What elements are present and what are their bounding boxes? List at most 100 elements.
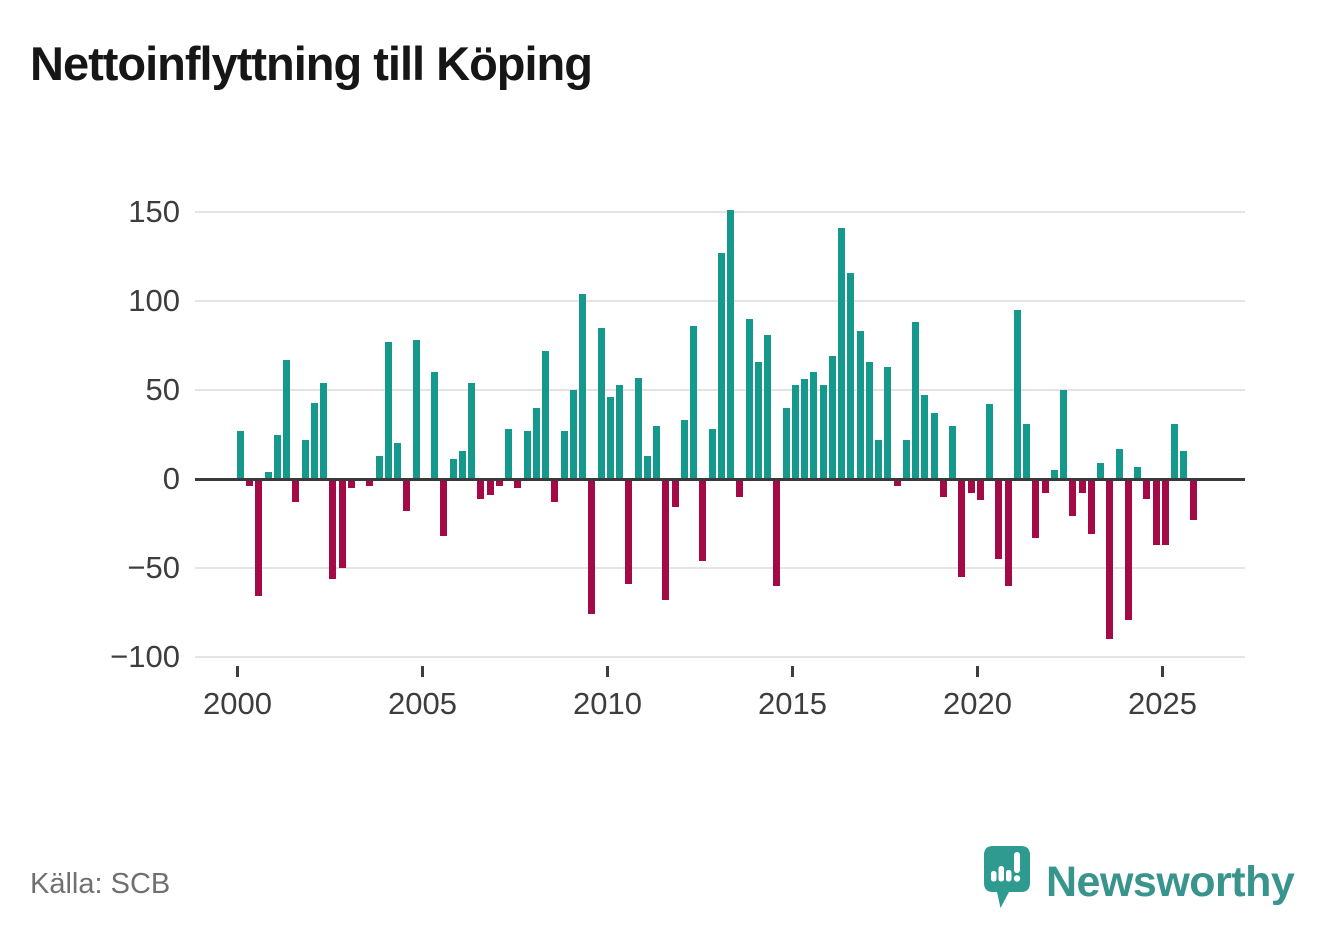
bar-2019-q4: [967, 479, 975, 494]
bar-2021-q1: [1013, 310, 1021, 479]
bar-2016-q2: [838, 228, 846, 479]
bar-2017-q4: [893, 479, 901, 487]
bar-2001-q4: [301, 439, 309, 479]
bar-2002-q2: [320, 382, 328, 479]
bar-2010-q1: [606, 397, 614, 479]
bar-2021-q2: [1023, 423, 1031, 479]
y-axis-label: −100: [110, 638, 180, 674]
bar-2013-q4: [745, 318, 753, 479]
bar-2012-q2: [690, 326, 698, 479]
bar-2011-q4: [671, 479, 679, 508]
bar-2020-q3: [995, 479, 1003, 560]
bar-2012-q4: [708, 429, 716, 479]
bar-2009-q3: [588, 479, 596, 615]
x-axis-tick-2000: [236, 666, 239, 677]
bar-2000-q2: [246, 479, 254, 487]
x-axis-tick-2025: [1161, 666, 1164, 677]
bar-2021-q4: [1041, 479, 1049, 494]
bar-2024-q1: [1124, 479, 1132, 620]
bar-2015-q1: [791, 384, 799, 479]
bar-2022-q3: [1069, 479, 1077, 517]
newsworthy-bubble-icon: [984, 846, 1030, 908]
x-axis-zero-line: [195, 477, 1245, 481]
bar-2024-q3: [1143, 479, 1151, 499]
bar-2016-q1: [828, 356, 836, 479]
bar-2015-q3: [810, 372, 818, 479]
bar-2008-q4: [560, 430, 568, 479]
bar-2007-q4: [523, 430, 531, 479]
bar-2022-q4: [1078, 479, 1086, 494]
bar-2016-q4: [856, 331, 864, 479]
bar-2023-q3: [1106, 479, 1114, 640]
bar-2010-q2: [616, 384, 624, 479]
bar-2011-q3: [662, 479, 670, 600]
bar-2000-q4: [264, 471, 272, 479]
source-label: Källa: SCB: [30, 868, 171, 900]
bar-2025-q4: [1189, 479, 1197, 520]
bar-2015-q2: [801, 379, 809, 479]
bar-2004-q2: [394, 443, 402, 479]
bar-2020-q2: [986, 404, 994, 479]
bar-2013-q3: [736, 479, 744, 497]
bar-2012-q3: [699, 479, 707, 561]
bar-2005-q4: [449, 459, 457, 479]
bar-2014-q3: [773, 479, 781, 586]
bar-2017-q2: [875, 439, 883, 479]
bar-2012-q1: [680, 420, 688, 479]
bar-2011-q1: [643, 455, 651, 479]
bar-2015-q4: [819, 384, 827, 479]
bar-2007-q2: [505, 429, 513, 479]
bar-2025-q3: [1180, 450, 1188, 479]
bar-2022-q1: [1050, 470, 1058, 479]
bar-2002-q3: [329, 479, 337, 579]
bar-2009-q1: [569, 390, 577, 479]
bar-2002-q1: [310, 402, 318, 479]
x-axis-tick-2015: [791, 666, 794, 677]
bar-2005-q2: [431, 372, 439, 479]
bar-2000-q1: [236, 430, 244, 479]
y-axis-label: 0: [162, 461, 180, 496]
bar-2013-q2: [727, 210, 735, 479]
newsworthy-logo: Newsworthy: [982, 844, 1295, 920]
newsworthy-wordmark: Newsworthy: [1046, 857, 1295, 906]
x-axis-label: 2025: [1128, 686, 1197, 721]
bar-2002-q4: [338, 479, 346, 568]
bar-2022-q2: [1060, 390, 1068, 479]
bar-2001-q1: [273, 434, 281, 479]
bar-2025-q2: [1171, 423, 1179, 479]
bar-2025-q1: [1161, 479, 1169, 545]
y-axis-label: 50: [145, 372, 180, 408]
x-axis-tick-2020: [976, 666, 979, 677]
x-axis-label: 2005: [388, 686, 457, 721]
gridline-150: [195, 211, 1245, 214]
bar-2006-q2: [468, 382, 476, 479]
bar-2014-q4: [782, 407, 790, 479]
bar-2024-q2: [1134, 466, 1142, 479]
x-axis-label: 2010: [573, 686, 642, 721]
bar-2011-q2: [653, 425, 661, 479]
bar-2006-q4: [486, 479, 494, 495]
bar-2008-q3: [551, 479, 559, 503]
bar-2016-q3: [847, 272, 855, 479]
x-axis-label: 2000: [203, 686, 272, 721]
bar-2023-q2: [1097, 462, 1105, 479]
bar-2005-q3: [440, 479, 448, 536]
x-axis-tick-2005: [421, 666, 424, 677]
bar-2010-q3: [625, 479, 633, 584]
x-axis-tick-2010: [606, 666, 609, 677]
bar-2003-q3: [366, 479, 374, 487]
bar-2014-q2: [764, 334, 772, 479]
y-axis-label: 100: [128, 283, 180, 319]
bar-2006-q3: [477, 479, 485, 499]
bar-2021-q3: [1032, 479, 1040, 538]
x-axis-label: 2015: [758, 686, 827, 721]
bar-2023-q4: [1115, 448, 1123, 479]
bar-2000-q3: [255, 479, 263, 597]
y-axis-label: 150: [128, 194, 180, 230]
bar-2009-q2: [579, 294, 587, 479]
bar-2003-q1: [347, 479, 355, 488]
bar-2014-q1: [754, 361, 762, 479]
bar-2019-q1: [939, 479, 947, 497]
